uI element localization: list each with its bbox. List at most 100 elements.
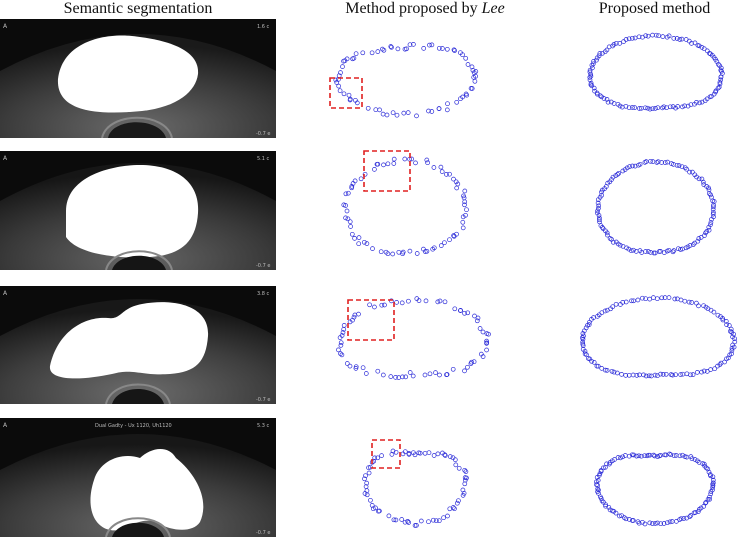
- lee-point: [368, 497, 373, 503]
- proposed-point: [708, 192, 713, 198]
- proposed-point: [696, 303, 701, 309]
- proposed-point: [663, 371, 669, 377]
- proposed-point: [727, 352, 733, 358]
- proposed-point: [690, 242, 696, 247]
- proposed-point: [724, 322, 729, 327]
- proposed-point: [580, 341, 586, 347]
- lee-point: [347, 219, 353, 225]
- proposed-point: [599, 192, 604, 198]
- proposed-point: [648, 250, 653, 255]
- lee-point: [429, 109, 435, 114]
- proposed-point: [588, 73, 594, 79]
- proposed-point: [628, 248, 634, 254]
- lee-point: [384, 112, 390, 118]
- proposed-point: [706, 227, 712, 233]
- lee-point: [477, 326, 483, 331]
- lee-point: [403, 374, 409, 380]
- proposed-point: [656, 33, 661, 39]
- proposed-point: [585, 356, 591, 361]
- lee-point: [429, 42, 435, 48]
- lee-point: [393, 517, 399, 523]
- proposed-point: [594, 57, 599, 63]
- lee-point: [367, 302, 372, 308]
- lee-point: [405, 110, 411, 115]
- proposed-point: [634, 453, 639, 459]
- proposed-point: [613, 239, 619, 245]
- proposed-point: [710, 483, 716, 488]
- lee-point: [412, 523, 418, 528]
- lee-point: [456, 465, 462, 471]
- proposed-point: [668, 372, 674, 377]
- proposed-point: [654, 296, 660, 302]
- proposed-point: [696, 236, 702, 241]
- lee-point: [445, 513, 450, 519]
- proposed-point: [678, 372, 683, 377]
- lee-point: [421, 246, 426, 252]
- proposed-point: [705, 466, 711, 472]
- lee-point: [377, 107, 382, 113]
- proposed-point: [718, 360, 724, 366]
- lee-point: [391, 161, 397, 166]
- overlay-bottom-right-2: -0.7 e: [256, 263, 270, 269]
- proposed-point: [595, 208, 600, 214]
- overlay-top-center-4: Dual Gadty - Ux 1120, Uh1120: [95, 423, 172, 429]
- lee-point: [444, 372, 449, 378]
- proposed-point: [619, 372, 624, 377]
- proposed-point: [631, 452, 637, 458]
- proposed-point: [664, 520, 670, 526]
- proposed-point: [596, 53, 602, 59]
- proposed-point: [660, 105, 665, 111]
- lee-point: [360, 365, 366, 371]
- proposed-point: [623, 37, 629, 42]
- proposed-point: [690, 372, 696, 377]
- proposed-point: [689, 456, 695, 462]
- proposed-point: [682, 165, 688, 171]
- proposed-point: [710, 480, 716, 486]
- proposed-point: [666, 33, 672, 39]
- lee-point: [385, 161, 391, 167]
- proposed-point: [706, 187, 712, 193]
- proposed-point: [697, 100, 702, 106]
- lee-point: [375, 455, 381, 461]
- proposed-point: [626, 372, 632, 378]
- proposed-point: [650, 521, 655, 526]
- proposed-point: [619, 513, 624, 519]
- lee-point: [422, 372, 428, 378]
- lee-point: [454, 99, 460, 105]
- lee-point: [439, 169, 445, 174]
- proposed-point: [604, 368, 610, 373]
- proposed-point: [692, 101, 697, 107]
- proposed-point: [629, 35, 635, 41]
- lee-point: [480, 329, 486, 335]
- proposed-point: [607, 507, 613, 513]
- proposed-point: [710, 485, 716, 490]
- proposed-point: [671, 248, 677, 253]
- proposed-point: [708, 489, 714, 494]
- proposed-point: [612, 457, 617, 462]
- proposed-point: [703, 230, 708, 236]
- proposed-point: [591, 85, 597, 91]
- header-lee-method: Method proposed by Lee: [300, 0, 550, 18]
- proposed-point: [611, 42, 617, 47]
- lee-point: [341, 323, 347, 328]
- proposed-point: [605, 232, 610, 238]
- proposed-point: [626, 36, 632, 42]
- lee-point: [378, 249, 384, 255]
- proposed-point: [606, 504, 612, 510]
- lee-point: [426, 450, 432, 456]
- lee-point: [463, 55, 469, 61]
- lee-point: [360, 50, 366, 56]
- proposed-point: [616, 170, 622, 176]
- lee-point: [453, 462, 459, 468]
- proposed-point: [599, 187, 605, 193]
- proposed-point: [648, 158, 653, 164]
- proposed-point: [715, 85, 721, 91]
- proposed-point: [615, 455, 621, 460]
- proposed-point: [613, 40, 619, 46]
- proposed-point: [678, 297, 684, 303]
- lee-point: [436, 45, 442, 51]
- lee-point: [406, 298, 411, 304]
- proposed-point: [596, 487, 601, 493]
- proposed-point: [629, 298, 634, 304]
- lee-point: [463, 469, 469, 474]
